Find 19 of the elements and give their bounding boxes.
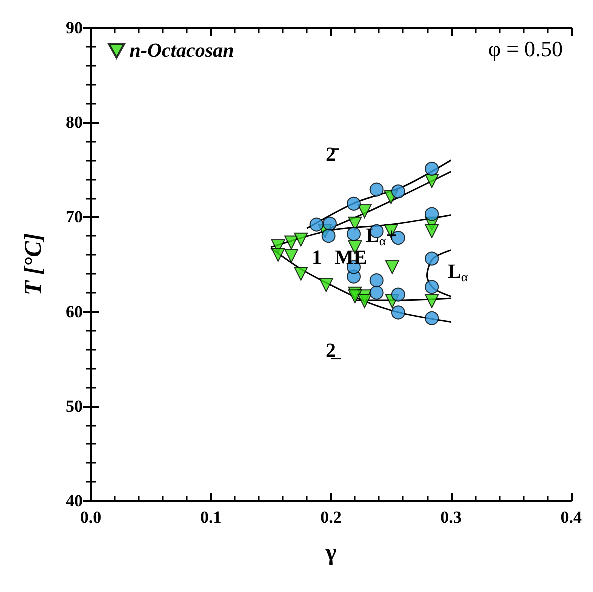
y-tick-label: 90 bbox=[66, 18, 83, 38]
x-tick-label: 0.4 bbox=[560, 508, 582, 527]
x-tick-label: 0.1 bbox=[200, 508, 222, 527]
annotation: 2̲ bbox=[326, 340, 342, 362]
y-tick-label: 50 bbox=[66, 396, 83, 416]
annotation: 2̄ bbox=[326, 144, 340, 166]
x-axis-title: γ bbox=[324, 540, 337, 566]
annotation: φ = 0.50 bbox=[488, 36, 564, 62]
x-tick-label: 0.2 bbox=[320, 508, 342, 527]
y-axis-title: T [°C] bbox=[21, 233, 47, 296]
x-tick-label: 0.0 bbox=[80, 508, 102, 527]
legend-label: n-Octacosan bbox=[130, 40, 234, 62]
y-tick-label: 70 bbox=[66, 208, 83, 227]
y-tick-label: 60 bbox=[66, 302, 83, 322]
annotation: 1 bbox=[312, 247, 322, 269]
y-tick-label: 40 bbox=[66, 492, 83, 510]
annotation: ME bbox=[335, 247, 368, 269]
y-tick-label: 80 bbox=[66, 113, 83, 132]
x-tick-label: 0.3 bbox=[440, 508, 462, 527]
